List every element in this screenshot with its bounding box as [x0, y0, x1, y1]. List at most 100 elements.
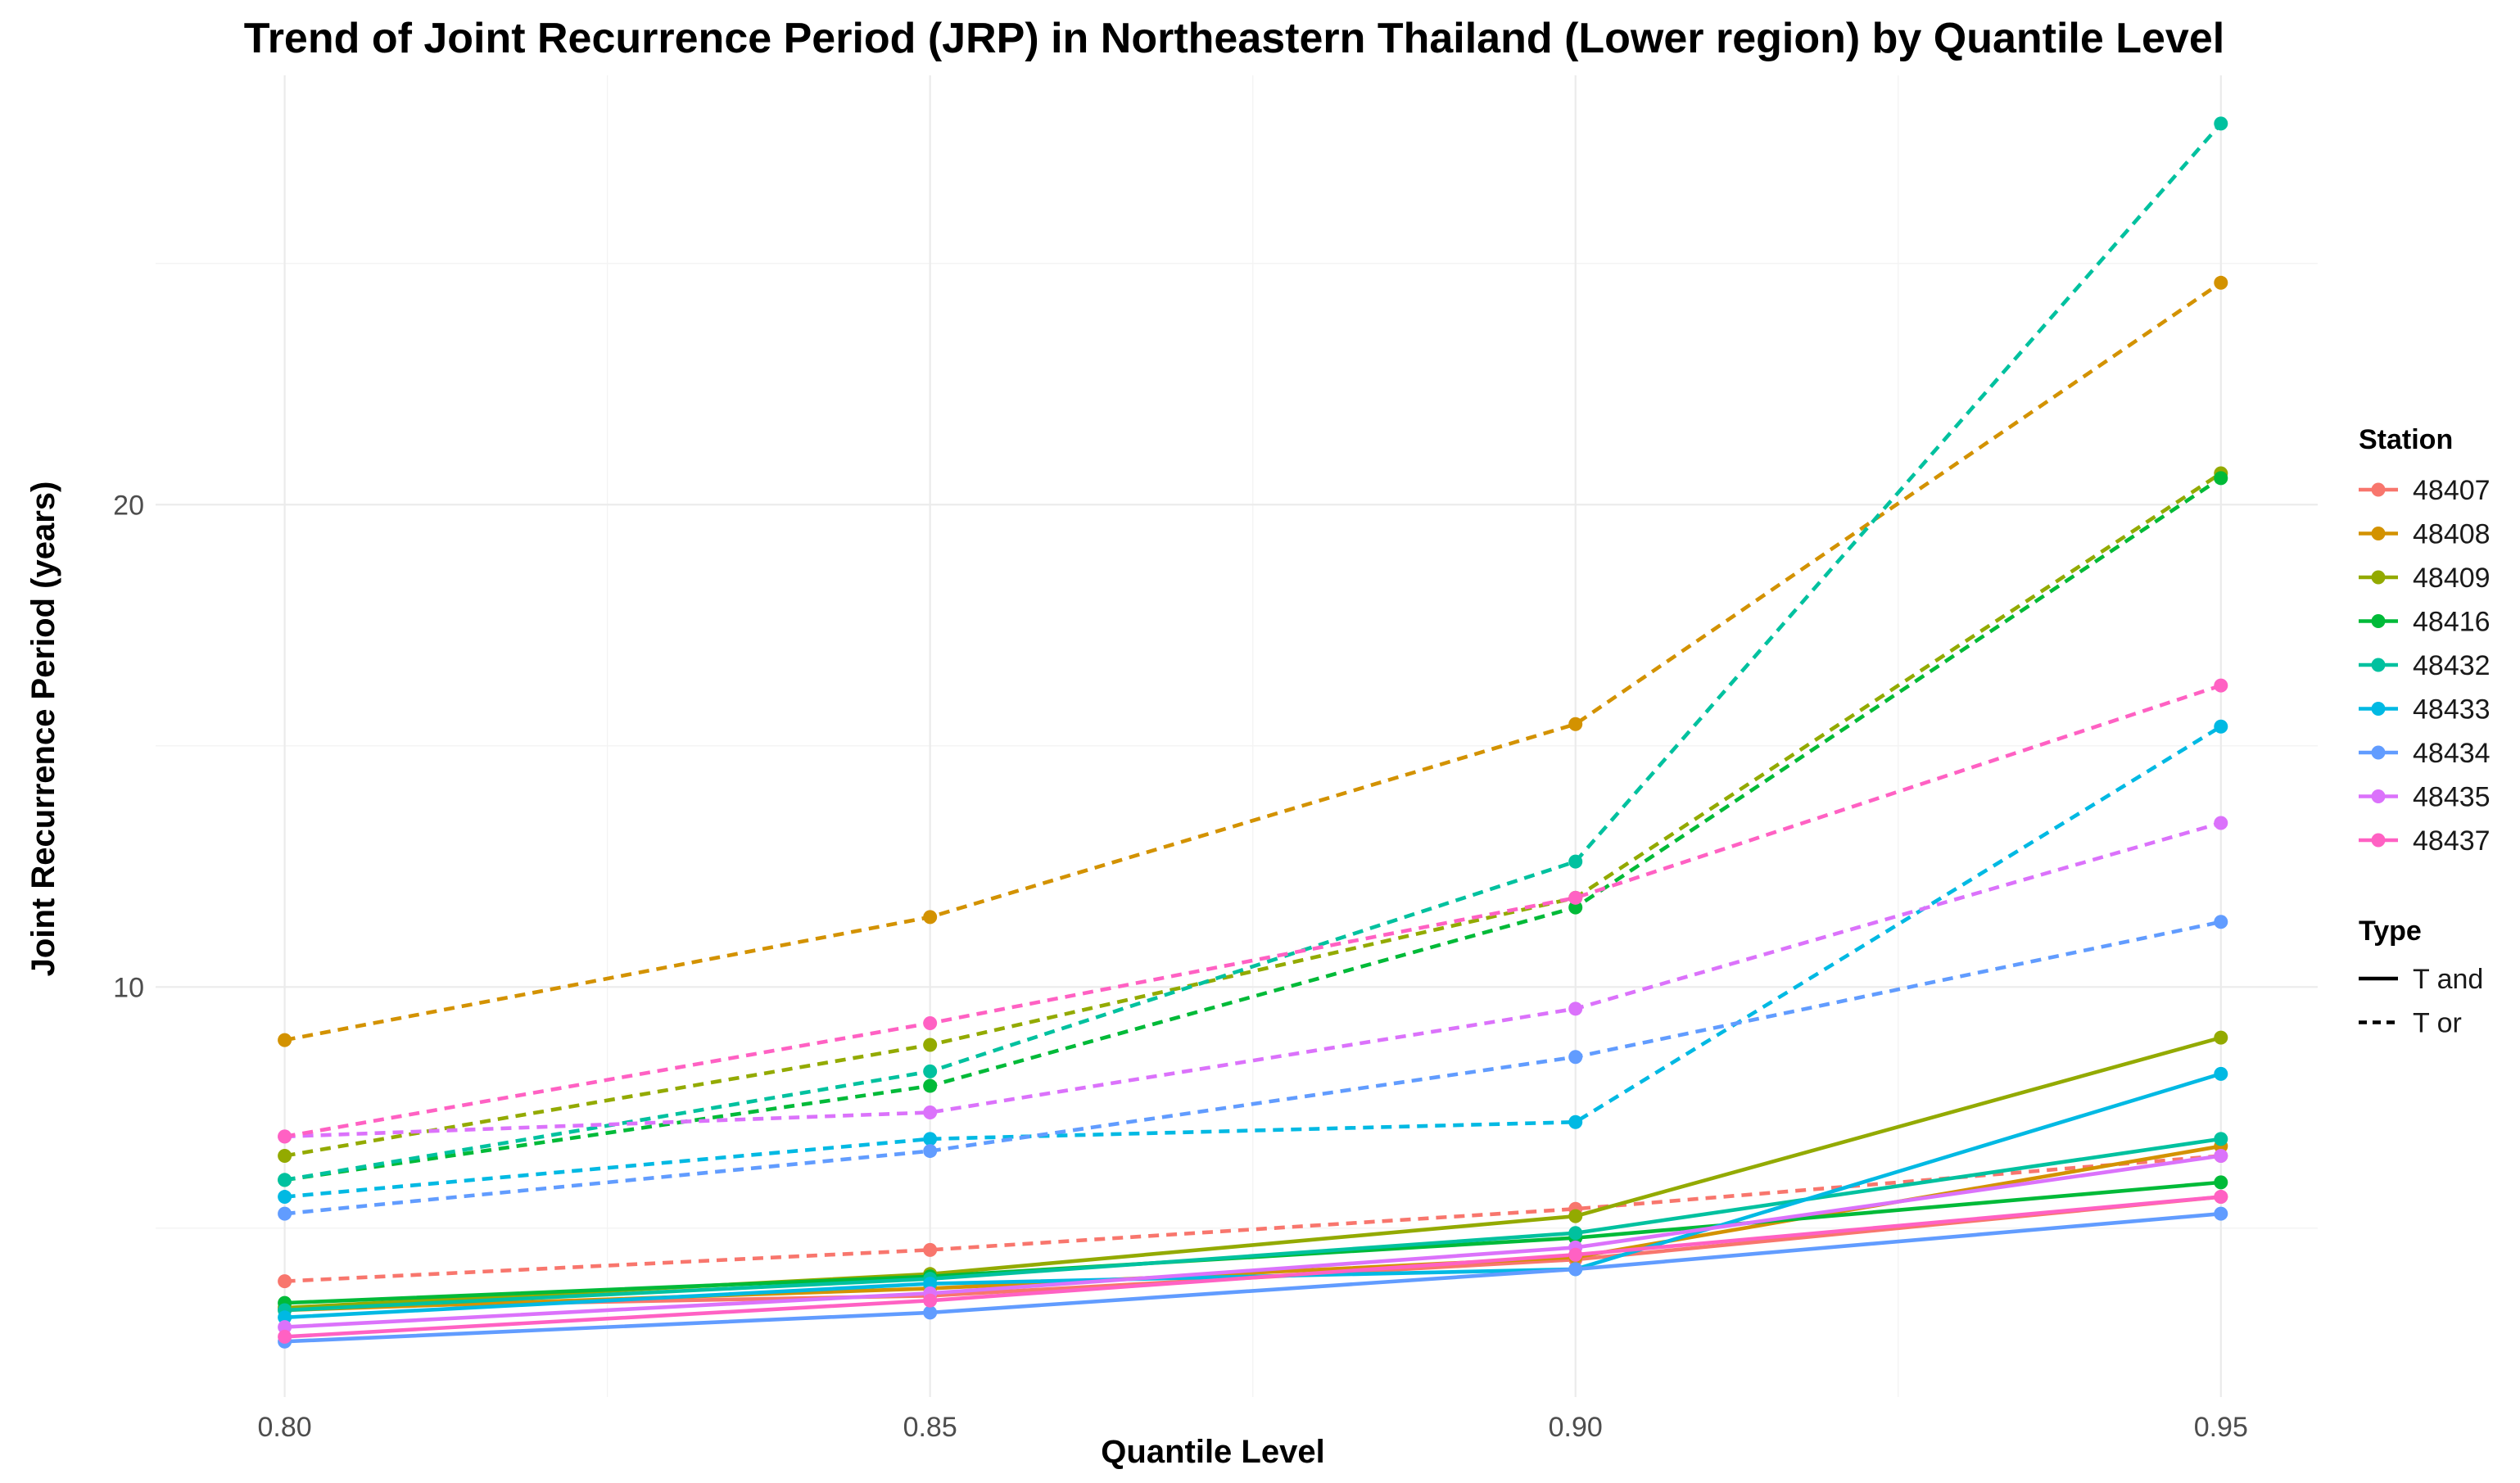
data-point-48416	[2214, 471, 2228, 486]
data-point-48434	[1568, 1262, 1583, 1277]
data-point-48409	[1568, 1209, 1583, 1223]
data-point-48435	[278, 1320, 292, 1335]
x-tick-label: 0.95	[2194, 1412, 2248, 1443]
series-line-48437-t-or	[284, 683, 2222, 1139]
data-point-48437	[1568, 890, 1583, 905]
data-point-48434	[923, 1144, 938, 1159]
data-point-48434	[923, 1305, 938, 1320]
data-point-48409	[2214, 1030, 2228, 1045]
y-tick-label: 20	[113, 490, 144, 521]
legend-item-48437: 48437	[2359, 825, 2491, 857]
data-point-48437	[278, 1129, 292, 1144]
legend-item-48409: 48409	[2359, 563, 2491, 594]
data-point-48432	[2214, 116, 2228, 131]
x-tick-label: 0.90	[1549, 1412, 1603, 1443]
data-point-48435	[923, 1105, 938, 1119]
series-line-48437-t-and	[284, 1195, 2221, 1339]
data-point-48437	[923, 1015, 938, 1030]
legend-item-48433: 48433	[2359, 694, 2491, 726]
data-point-48433	[1568, 1115, 1583, 1129]
legend-type-title: Type	[2359, 916, 2422, 947]
data-point-48433	[278, 1310, 292, 1325]
data-point-48434	[1568, 1050, 1583, 1065]
legend-point-swatch	[2371, 833, 2386, 848]
data-point-48416	[1568, 900, 1583, 915]
data-point-48432	[923, 1064, 938, 1078]
data-point-48437	[278, 1329, 292, 1344]
data-point-48437	[2214, 1190, 2228, 1205]
legend-item-48416: 48416	[2359, 607, 2491, 638]
minor-gridlines	[156, 75, 2318, 1397]
legend-point-swatch	[2371, 789, 2386, 803]
legend-point-swatch	[2371, 570, 2386, 585]
legend-label: 48409	[2413, 563, 2491, 594]
series-line-48409-t-or	[284, 472, 2223, 1158]
legend-label: 48408	[2413, 519, 2491, 550]
legend-point-swatch	[2371, 482, 2386, 497]
series-line-48408-t-or	[284, 281, 2223, 1042]
data-point-48408	[2214, 275, 2228, 290]
legend-point-swatch	[2371, 658, 2386, 672]
legend-item-t-or: T or	[2359, 1008, 2462, 1039]
data-point-48433	[923, 1132, 938, 1146]
plot-panel	[156, 75, 2318, 1397]
legend-label: 48416	[2413, 607, 2491, 638]
legend-point-swatch	[2371, 702, 2386, 716]
data-point-48407	[923, 1242, 938, 1257]
legend-item-48407: 48407	[2359, 475, 2491, 506]
legend-label: 48434	[2413, 738, 2491, 769]
data-point-48407	[278, 1274, 292, 1289]
data-point-48435	[2214, 1148, 2228, 1163]
legend-point-swatch	[2371, 745, 2386, 760]
legend-station: Station 48407484084840948416484324843348…	[2359, 424, 2491, 857]
legend-type-items: T and T or	[2359, 964, 2483, 1039]
legend-label: T and	[2413, 964, 2483, 995]
legend-item-t-and: T and	[2359, 964, 2483, 995]
major-gridlines	[156, 75, 2318, 1397]
data-point-48437	[923, 1293, 938, 1308]
data-point-48434	[2214, 915, 2228, 929]
data-point-48408	[1568, 717, 1583, 731]
data-point-48432	[1568, 854, 1583, 869]
series-line-48434-t-or	[284, 920, 2222, 1216]
series-points	[278, 116, 2228, 1349]
data-point-48434	[278, 1206, 292, 1221]
x-tick-label: 0.80	[258, 1412, 312, 1443]
data-point-48433	[2214, 719, 2228, 734]
y-tick-label: 10	[113, 972, 144, 1003]
data-point-48432	[1568, 1226, 1583, 1241]
chart-title: Trend of Joint Recurrence Period (JRP) i…	[244, 15, 2224, 62]
data-point-48416	[923, 1078, 938, 1093]
legend-label: 48433	[2413, 694, 2491, 726]
data-point-48433	[2214, 1066, 2228, 1081]
legend-item-48432: 48432	[2359, 650, 2491, 681]
data-point-48434	[2214, 1206, 2228, 1221]
data-point-48416	[2214, 1175, 2228, 1190]
x-tick-label: 0.85	[903, 1412, 957, 1443]
legend-point-swatch	[2371, 614, 2386, 628]
data-point-48432	[278, 1173, 292, 1187]
data-point-48433	[278, 1190, 292, 1205]
legend-station-items: 48407 48408 48409 48416 48432 48433 48434 48435…	[2359, 475, 2491, 857]
series-lines	[284, 122, 2223, 1344]
data-point-48409	[278, 1148, 292, 1163]
y-axis-ticks: 10 20	[113, 490, 144, 1003]
x-axis-title: Quantile Level	[1101, 1434, 1324, 1470]
data-point-48433	[923, 1277, 938, 1291]
data-point-48409	[923, 1038, 938, 1052]
data-point-48435	[2214, 816, 2228, 830]
legend-item-48435: 48435	[2359, 782, 2491, 813]
legend-item-48408: 48408	[2359, 519, 2491, 550]
legend-label: 48432	[2413, 650, 2491, 681]
legend-label: 48437	[2413, 825, 2491, 857]
legend-label: 48407	[2413, 475, 2491, 506]
data-point-48408	[923, 910, 938, 925]
data-point-48408	[278, 1033, 292, 1047]
legend-type: Type T and T or	[2359, 916, 2483, 1039]
data-point-48437	[1568, 1247, 1583, 1262]
x-axis-ticks: 0.80 0.85 0.90 0.95	[258, 1412, 2248, 1443]
legend-item-48434: 48434	[2359, 738, 2491, 769]
data-point-48435	[1568, 1001, 1583, 1016]
y-axis-title: Joint Recurrence Period (years)	[25, 482, 61, 977]
